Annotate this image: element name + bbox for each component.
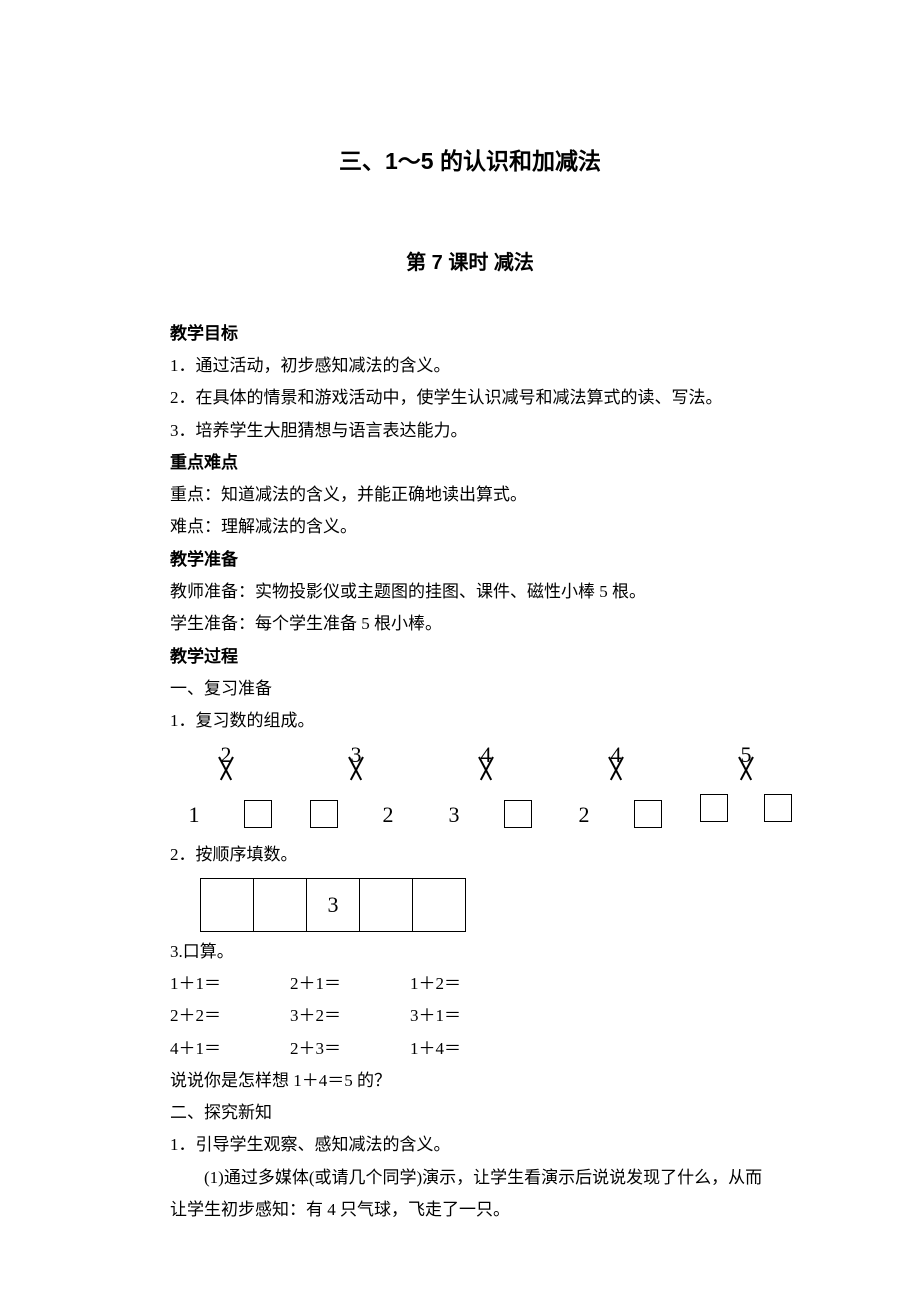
branch-icon xyxy=(191,768,261,794)
lesson-title: 第 7 课时 减法 xyxy=(170,244,770,282)
proc-1-1: 1．复习数的组成。 xyxy=(170,705,770,737)
seq-cell xyxy=(360,878,413,931)
calc-cell: 2＋2＝ xyxy=(170,1000,290,1032)
compose-left: 1 xyxy=(180,794,208,836)
goal-2: 2．在具体的情景和游戏活动中，使学生认识减号和减法算式的读、写法。 xyxy=(170,382,770,414)
branch-icon xyxy=(321,768,391,794)
calc-cell: 4＋1＝ xyxy=(170,1033,290,1065)
compose-left-box xyxy=(310,800,338,828)
branch-icon xyxy=(451,768,521,794)
compose-right-box xyxy=(504,800,532,828)
compose-left: 3 xyxy=(440,794,468,836)
compose-item: 4 2 xyxy=(570,744,662,836)
proc-1-3: 3.口算。 xyxy=(170,936,770,968)
seq-cell xyxy=(254,878,307,931)
compose-item: 2 1 xyxy=(180,744,272,836)
goal-3: 3．培养学生大胆猜想与语言表达能力。 xyxy=(170,415,770,447)
compose-right-box xyxy=(764,794,792,822)
compose-right-box xyxy=(634,800,662,828)
compose-item: 3 2 xyxy=(310,744,402,836)
branch-icon xyxy=(581,768,651,794)
goal-1: 1．通过活动，初步感知减法的含义。 xyxy=(170,350,770,382)
calc-row: 1＋1＝ 2＋1＝ 1＋2＝ xyxy=(170,968,770,1000)
sequence-table: 3 xyxy=(200,878,466,932)
prep-1: 教师准备：实物投影仪或主题图的挂图、课件、磁性小棒 5 根。 xyxy=(170,576,770,608)
proc-1-2: 2．按顺序填数。 xyxy=(170,839,770,871)
compose-left: 2 xyxy=(570,794,598,836)
section-diff-head: 重点难点 xyxy=(170,447,770,479)
compose-item: 4 3 xyxy=(440,744,532,836)
diff-1: 重点：知道减法的含义，并能正确地读出算式。 xyxy=(170,479,770,511)
calc-cell: 1＋1＝ xyxy=(170,968,290,1000)
compose-right: 2 xyxy=(374,794,402,836)
table-row: 3 xyxy=(201,878,466,931)
proc-1-q: 说说你是怎样想 1＋4＝5 的？ xyxy=(170,1065,770,1097)
compose-right-box xyxy=(244,800,272,828)
diff-2: 难点：理解减法的含义。 xyxy=(170,511,770,543)
calc-cell: 2＋3＝ xyxy=(290,1033,410,1065)
calc-cell: 1＋4＝ xyxy=(410,1033,530,1065)
calc-cell: 2＋1＝ xyxy=(290,968,410,1000)
seq-cell xyxy=(201,878,254,931)
chapter-title: 三、1～5 的认识和加减法 xyxy=(170,140,770,184)
seq-cell: 3 xyxy=(307,878,360,931)
calc-row: 4＋1＝ 2＋3＝ 1＋4＝ xyxy=(170,1033,770,1065)
proc-1: 一、复习准备 xyxy=(170,673,770,705)
section-goal-head: 教学目标 xyxy=(170,318,770,350)
compose-left-box xyxy=(700,794,728,822)
seq-cell xyxy=(413,878,466,931)
proc-2-1-1: (1)通过多媒体(或请几个同学)演示，让学生看演示后说说发现了什么，从而让学生初… xyxy=(170,1162,770,1227)
branch-icon xyxy=(711,768,781,794)
compose-item: 5 xyxy=(700,744,792,836)
calc-cell: 1＋2＝ xyxy=(410,968,530,1000)
prep-2: 学生准备：每个学生准备 5 根小棒。 xyxy=(170,608,770,640)
section-prep-head: 教学准备 xyxy=(170,544,770,576)
proc-2: 二、探究新知 xyxy=(170,1097,770,1129)
document-page: 三、1～5 的认识和加减法 第 7 课时 减法 教学目标 1．通过活动，初步感知… xyxy=(0,0,920,1306)
composition-diagram: 2 1 3 2 4 3 4 xyxy=(180,744,770,836)
calc-row: 2＋2＝ 3＋2＝ 3＋1＝ xyxy=(170,1000,770,1032)
proc-2-1: 1．引导学生观察、感知减法的含义。 xyxy=(170,1129,770,1161)
calc-cell: 3＋2＝ xyxy=(290,1000,410,1032)
section-proc-head: 教学过程 xyxy=(170,641,770,673)
calc-cell: 3＋1＝ xyxy=(410,1000,530,1032)
